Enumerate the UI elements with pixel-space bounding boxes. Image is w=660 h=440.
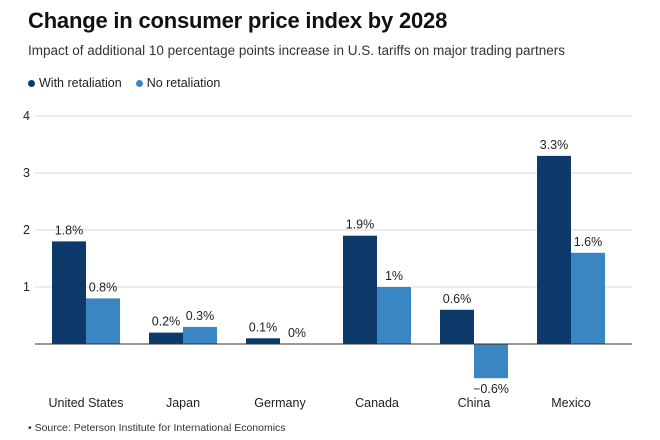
bar: [537, 155, 571, 344]
bar: [52, 241, 86, 344]
legend-label-no-retaliation: No retaliation: [146, 76, 221, 90]
bar: [149, 332, 183, 344]
legend-item-no-retaliation: No retaliation: [135, 76, 221, 90]
data-label: 0%: [288, 326, 306, 340]
chart-title: Change in consumer price index by 2028: [28, 8, 448, 33]
y-tick-label: 3: [23, 166, 30, 180]
legend-swatch-no-retaliation: [135, 79, 143, 87]
bar: [571, 252, 605, 344]
bar: [474, 344, 508, 379]
data-label: 0.8%: [89, 280, 118, 294]
chart-subtitle: Impact of additional 10 percentage point…: [28, 43, 566, 58]
legend-swatch-with-retaliation: [28, 79, 35, 87]
category-label: Canada: [355, 396, 399, 410]
category-label: Mexico: [551, 396, 591, 410]
bar: [86, 298, 120, 344]
category-label: China: [458, 396, 491, 410]
category-label: Japan: [166, 396, 200, 410]
legend-item-with-retaliation: With retaliation: [28, 76, 122, 90]
data-label: 1.9%: [346, 218, 375, 232]
source-note: • Source: Peterson Institute for Interna…: [28, 422, 286, 434]
y-tick-label: 2: [23, 223, 30, 237]
y-tick-label: 4: [23, 109, 30, 123]
data-label: 3.3%: [540, 138, 569, 152]
category-label: Germany: [254, 396, 306, 410]
data-label: 1.8%: [55, 223, 84, 237]
data-label: 0.3%: [186, 309, 215, 323]
category-label: United States: [48, 396, 123, 410]
bar: [440, 309, 474, 344]
data-label: 1%: [385, 269, 403, 283]
bar: [343, 235, 377, 344]
bar: [183, 326, 217, 344]
bar: [377, 287, 411, 344]
data-label: 0.2%: [152, 315, 181, 329]
data-label: 1.6%: [574, 235, 603, 249]
legend-label-with-retaliation: With retaliation: [39, 76, 122, 90]
data-label: −0.6%: [473, 382, 509, 396]
y-tick-label: 1: [23, 280, 30, 294]
legend: With retaliation No retaliation: [28, 76, 220, 90]
bar: [246, 338, 280, 344]
data-label: 0.6%: [443, 292, 472, 306]
data-label: 0.1%: [249, 320, 278, 334]
